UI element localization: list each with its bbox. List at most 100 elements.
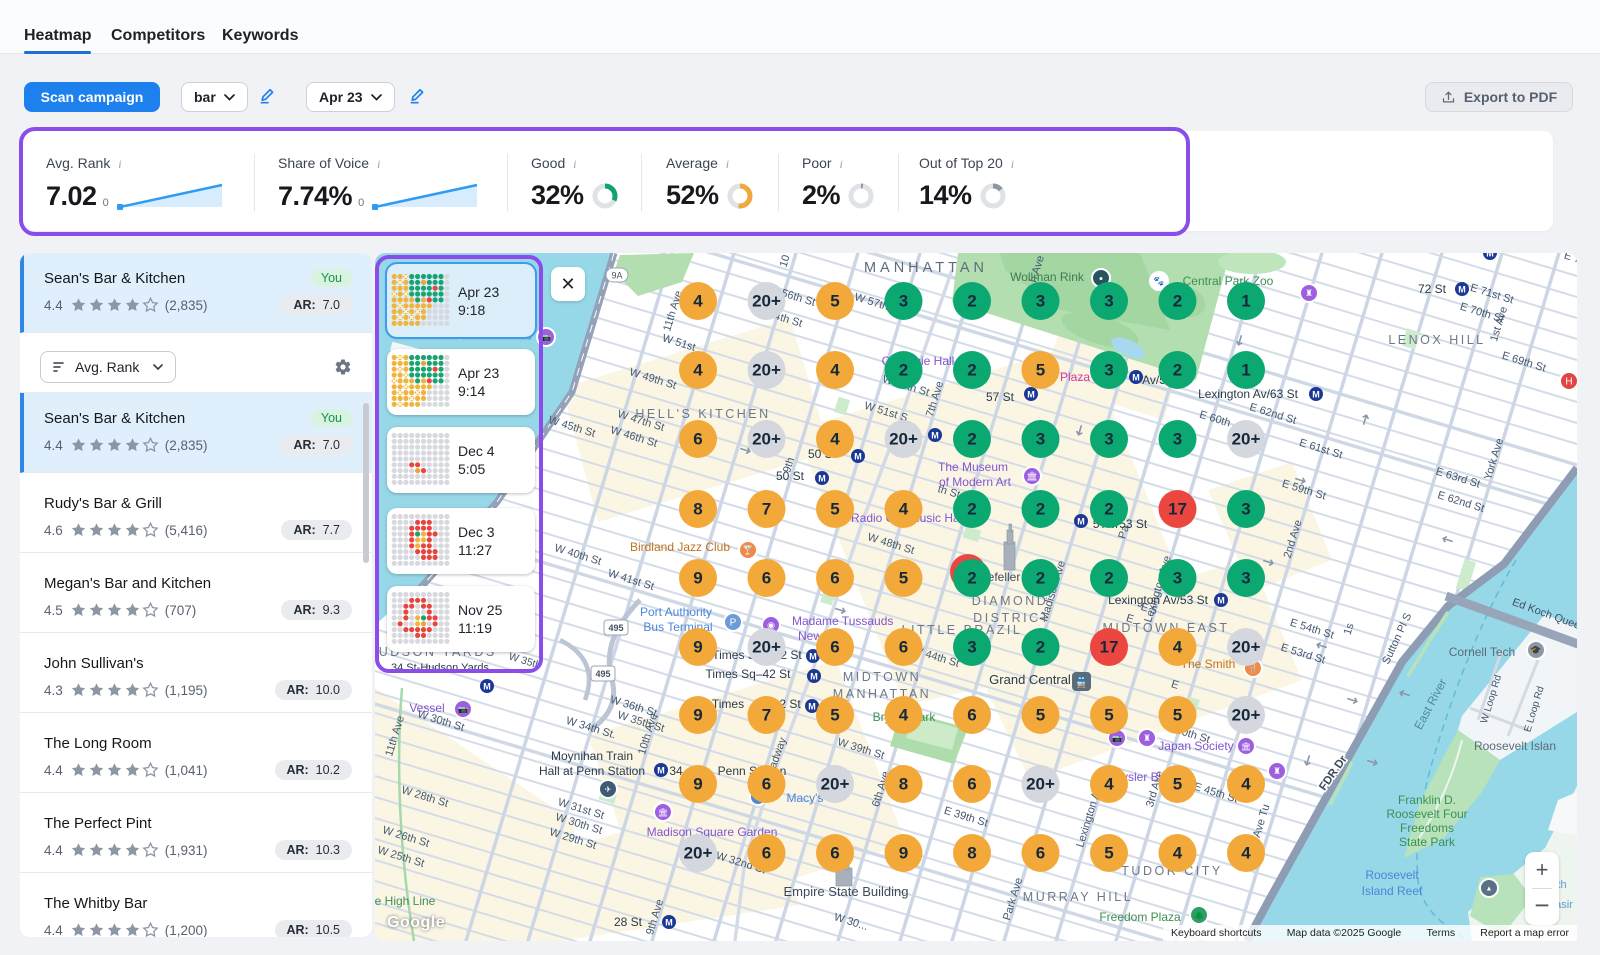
svg-text:8: 8 (693, 500, 702, 519)
svg-text:2: 2 (1036, 569, 1045, 588)
svg-text:20+: 20+ (1232, 638, 1261, 657)
svg-text:4: 4 (1173, 844, 1183, 863)
svg-text:9: 9 (899, 844, 908, 863)
svg-text:9A: 9A (611, 271, 622, 281)
svg-text:57 St: 57 St (986, 390, 1015, 404)
svg-text:6: 6 (899, 638, 908, 657)
svg-text:5: 5 (830, 292, 839, 311)
svg-text:Vessel: Vessel (409, 701, 444, 715)
svg-text:Freedom Plaza: Freedom Plaza (1099, 910, 1181, 924)
svg-text:3: 3 (1104, 430, 1113, 449)
svg-text:Madame Tussauds: Madame Tussauds (792, 614, 893, 628)
svg-text:9: 9 (693, 706, 702, 725)
svg-text:9: 9 (693, 775, 702, 794)
svg-text:Roosevelt Islan: Roosevelt Islan (1474, 739, 1556, 753)
svg-text:Times: Times (712, 697, 744, 711)
svg-text:DISTRICT: DISTRICT (973, 611, 1051, 625)
svg-text:4: 4 (693, 292, 703, 311)
svg-text:3: 3 (1036, 430, 1045, 449)
svg-text:MURRAY HILL: MURRAY HILL (1023, 890, 1133, 904)
svg-text:Freedoms: Freedoms (1400, 821, 1454, 835)
svg-text:4: 4 (1173, 638, 1183, 657)
svg-text:📷: 📷 (458, 705, 468, 714)
svg-text:4: 4 (830, 361, 840, 380)
svg-text:♜: ♜ (1305, 288, 1313, 298)
svg-text:🐾: 🐾 (1153, 276, 1164, 286)
svg-text:20+: 20+ (752, 292, 781, 311)
svg-text:🏛: 🏛 (1026, 471, 1037, 481)
svg-text:📷: 📷 (541, 333, 551, 342)
svg-text:2: 2 (967, 500, 976, 519)
svg-text:Island Reef: Island Reef (1362, 884, 1423, 898)
svg-text:4: 4 (1241, 775, 1251, 794)
svg-text:5: 5 (1173, 775, 1182, 794)
svg-text:72 St: 72 St (1418, 282, 1447, 296)
svg-text:20+: 20+ (821, 775, 850, 794)
svg-text:♜: ♜ (1273, 766, 1281, 776)
svg-text:asir: asir (1555, 899, 1573, 911)
svg-text:3: 3 (1241, 569, 1250, 588)
svg-text:3: 3 (1173, 430, 1182, 449)
svg-text:4: 4 (899, 500, 909, 519)
svg-text:4: 4 (899, 706, 909, 725)
svg-text:M: M (1312, 390, 1320, 400)
svg-text:Plaza: Plaza (1060, 370, 1090, 384)
svg-text:4: 4 (1241, 844, 1251, 863)
svg-text:M: M (1077, 517, 1085, 527)
svg-text:7: 7 (762, 500, 771, 519)
svg-text:2: 2 (967, 292, 976, 311)
svg-text:9: 9 (693, 569, 702, 588)
svg-text:6: 6 (762, 569, 771, 588)
svg-text:th: th (1557, 879, 1566, 891)
svg-text:🎓: 🎓 (1530, 645, 1541, 655)
svg-text:1s: 1s (1342, 621, 1357, 636)
svg-text:●: ● (1099, 276, 1103, 283)
svg-text:1: 1 (1241, 292, 1250, 311)
svg-text:Roosevelt: Roosevelt (1365, 868, 1419, 882)
svg-text:Times Sq–42 St: Times Sq–42 St (706, 667, 792, 681)
svg-text:5: 5 (1173, 706, 1182, 725)
svg-text:495: 495 (595, 669, 610, 679)
svg-text:M: M (1458, 285, 1466, 295)
svg-text:6: 6 (830, 569, 839, 588)
svg-text:📷: 📷 (1112, 734, 1122, 743)
svg-text:Madison Square Garden: Madison Square Garden (647, 825, 778, 839)
svg-text:34: 34 (669, 764, 683, 778)
svg-text:Times S: Times S (712, 648, 756, 662)
svg-text:M: M (1027, 390, 1035, 400)
svg-text:M: M (483, 682, 491, 692)
svg-text:3: 3 (967, 638, 976, 657)
svg-text:3: 3 (1104, 292, 1113, 311)
svg-text:🏛: 🏛 (1241, 742, 1251, 751)
svg-text:of Modern Art: of Modern Art (939, 475, 1012, 489)
svg-text:5: 5 (1036, 361, 1045, 380)
svg-text:20+: 20+ (752, 361, 781, 380)
svg-text:20+: 20+ (889, 430, 918, 449)
svg-text:Macy's: Macy's (787, 791, 824, 805)
svg-text:20+: 20+ (752, 430, 781, 449)
svg-text:6: 6 (967, 706, 976, 725)
svg-text:Hall at Penn Station: Hall at Penn Station (539, 764, 645, 778)
svg-text:🏛: 🏛 (658, 808, 668, 817)
svg-text:6: 6 (830, 844, 839, 863)
svg-text:Central Park Zoo: Central Park Zoo (1183, 274, 1274, 288)
svg-text:6: 6 (830, 638, 839, 657)
svg-text:LENOX HILL: LENOX HILL (1388, 333, 1485, 347)
svg-text:6: 6 (693, 430, 702, 449)
svg-text:HELL'S KITCHEN: HELL'S KITCHEN (635, 407, 770, 421)
svg-text:The High Line: The High Line (375, 894, 436, 908)
svg-text:2: 2 (1036, 638, 1045, 657)
svg-text:Lexington Av/63 St: Lexington Av/63 St (1198, 387, 1299, 401)
svg-text:3: 3 (1241, 500, 1250, 519)
svg-text:TUDOR CITY: TUDOR CITY (1121, 864, 1222, 878)
svg-text:9th: 9th (781, 456, 797, 474)
svg-text:4: 4 (693, 361, 703, 380)
svg-text:♜: ♜ (1143, 733, 1151, 743)
svg-text:2: 2 (899, 361, 908, 380)
svg-text:3: 3 (1104, 361, 1113, 380)
svg-text:P: P (730, 618, 737, 629)
svg-text:9: 9 (693, 638, 702, 657)
svg-text:MANHATTAN: MANHATTAN (864, 260, 988, 276)
svg-text:7: 7 (762, 706, 771, 725)
svg-text:5: 5 (1104, 706, 1113, 725)
